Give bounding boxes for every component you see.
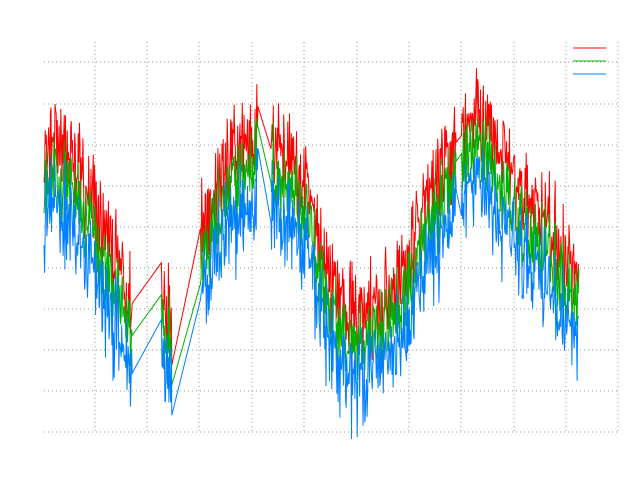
- series-group: [43, 68, 580, 440]
- grid: [44, 42, 619, 433]
- legend: [573, 47, 606, 75]
- series-line-3: [43, 148, 580, 440]
- series-line-1: [43, 68, 580, 366]
